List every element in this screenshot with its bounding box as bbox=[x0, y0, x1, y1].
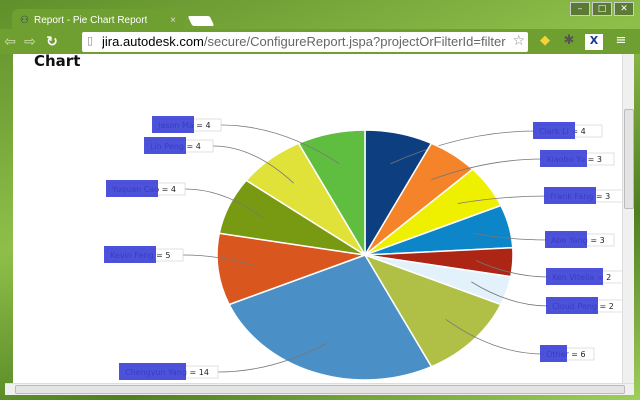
pie-slice bbox=[363, 253, 502, 368]
page-icon: ▯ bbox=[87, 34, 94, 47]
page-content: Chart Clark Li = 4Xiaobo Yu = 3Frank Fan… bbox=[13, 54, 622, 383]
redaction-mark bbox=[540, 150, 587, 167]
redaction-mark bbox=[533, 122, 575, 139]
tab-title: Report - Pie Chart Report bbox=[33, 14, 148, 26]
leader-line bbox=[220, 124, 340, 165]
leader-line bbox=[472, 232, 549, 241]
puzzle-extension-icon[interactable]: ✱ bbox=[563, 33, 575, 48]
url-text[interactable]: jira.autodesk.com/secure/ConfigureReport… bbox=[102, 32, 506, 52]
reload-icon[interactable]: ↻ bbox=[46, 33, 58, 50]
jira-favicon-icon: ⚇ bbox=[20, 14, 29, 26]
vertical-scroll-thumb[interactable] bbox=[624, 109, 634, 209]
redaction-mark bbox=[546, 297, 598, 314]
leader-line bbox=[390, 130, 537, 165]
leader-line bbox=[182, 254, 255, 267]
redaction-mark bbox=[546, 268, 603, 285]
leader-line bbox=[445, 319, 544, 355]
menu-icon[interactable]: ≡ bbox=[615, 33, 627, 48]
url-domain: jira.autodesk.com bbox=[102, 34, 204, 49]
tab-close-icon[interactable]: × bbox=[170, 14, 176, 26]
python-extension-icon[interactable]: ◆ bbox=[540, 33, 550, 48]
x-extension-icon[interactable]: X bbox=[585, 34, 603, 50]
toolbar: ⇦ ⇨ ↻ ▯ jira.autodesk.com/secure/Configu… bbox=[0, 29, 640, 54]
redaction-mark bbox=[144, 137, 186, 154]
maximize-button[interactable]: □ bbox=[592, 2, 612, 16]
redaction-mark bbox=[545, 231, 587, 248]
redaction-mark bbox=[119, 363, 186, 380]
horizontal-scroll-thumb[interactable] bbox=[15, 385, 625, 394]
url-path: /secure/ConfigureReport.jspa?projectOrFi… bbox=[203, 34, 506, 49]
vertical-scrollbar[interactable] bbox=[622, 54, 634, 383]
pie-slice bbox=[297, 129, 366, 258]
page-heading: Chart bbox=[34, 54, 81, 70]
leader-line bbox=[457, 195, 548, 204]
pie-chart: Clark Li = 4Xiaobo Yu = 3Frank Fang = 3A… bbox=[104, 116, 622, 381]
horizontal-scrollbar[interactable] bbox=[5, 383, 634, 395]
leader-line bbox=[212, 145, 294, 184]
redaction-mark bbox=[544, 187, 596, 204]
back-icon[interactable]: ⇦ bbox=[4, 33, 16, 50]
pie-slice bbox=[216, 232, 366, 306]
browser-tab[interactable]: ⚇ Report - Pie Chart Report × bbox=[12, 9, 184, 31]
close-button[interactable]: ✕ bbox=[614, 2, 634, 16]
leader-line bbox=[184, 188, 264, 219]
address-bar[interactable]: ▯ jira.autodesk.com/secure/ConfigureRepo… bbox=[82, 32, 528, 52]
leader-line bbox=[217, 342, 328, 373]
redaction-mark bbox=[540, 345, 567, 362]
forward-icon[interactable]: ⇨ bbox=[24, 33, 36, 50]
redaction-mark bbox=[152, 116, 194, 133]
redaction-mark bbox=[106, 180, 158, 197]
redaction-mark bbox=[104, 246, 156, 263]
leader-line bbox=[431, 158, 544, 181]
minimize-button[interactable]: – bbox=[570, 2, 590, 16]
star-icon[interactable]: ☆ bbox=[512, 33, 525, 49]
leader-line bbox=[471, 281, 550, 307]
new-tab-button[interactable] bbox=[187, 16, 215, 26]
leader-line bbox=[475, 260, 550, 278]
